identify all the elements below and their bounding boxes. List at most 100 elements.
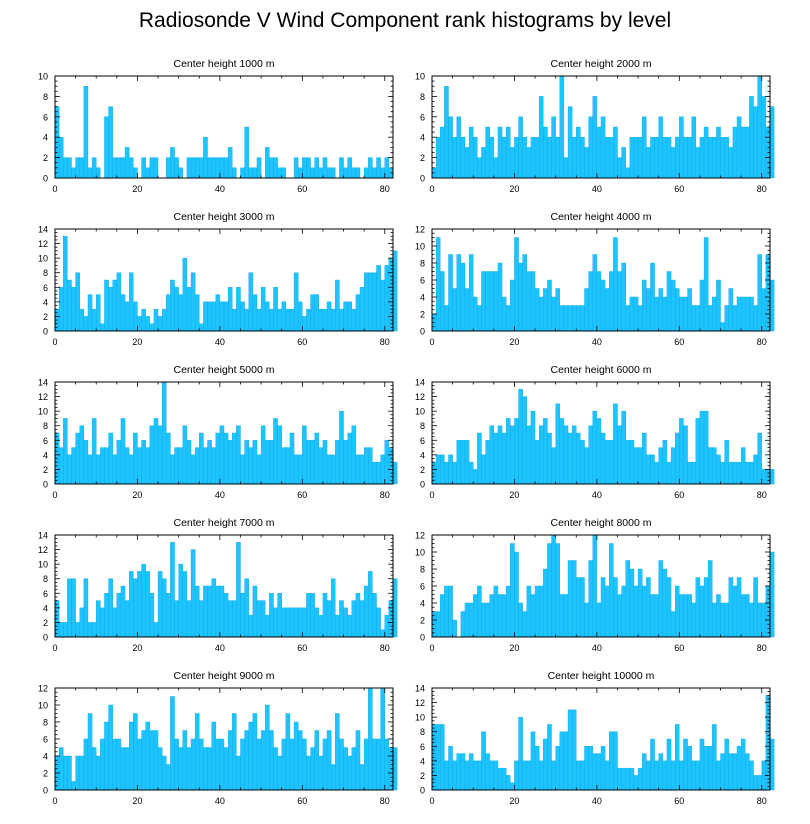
- bar: [124, 447, 130, 485]
- bar: [310, 440, 315, 485]
- bar: [207, 157, 212, 179]
- y-tick-label: 0: [420, 327, 425, 337]
- panel-3: Center height 3000 m 0 2 4 6 8 10 12 14 0 20 40 60 80: [38, 211, 398, 347]
- bar: [621, 767, 626, 791]
- bar: [269, 157, 274, 179]
- bar: [178, 747, 183, 791]
- bar: [625, 560, 631, 638]
- bar: [256, 308, 262, 332]
- bar: [252, 167, 258, 179]
- bar: [265, 147, 270, 179]
- bar: [489, 136, 495, 179]
- y-tick-label: 14: [38, 225, 48, 235]
- x-tick-label: 20: [509, 184, 519, 194]
- bar: [460, 440, 466, 485]
- bar: [633, 447, 639, 485]
- bar: [683, 594, 688, 638]
- bar: [724, 440, 729, 485]
- bar: [576, 577, 581, 638]
- bar: [712, 296, 717, 332]
- bar: [769, 279, 775, 332]
- x-tick-label: 80: [380, 643, 390, 653]
- bar: [120, 585, 126, 638]
- y-tick-label: 2: [43, 153, 48, 163]
- bar: [182, 571, 188, 638]
- bar: [67, 157, 72, 179]
- bar: [707, 746, 713, 791]
- bar: [551, 760, 556, 791]
- bar: [380, 167, 385, 179]
- bar: [745, 753, 750, 791]
- bar: [547, 432, 552, 485]
- bar: [518, 716, 523, 791]
- y-tick-label: 2: [420, 153, 425, 163]
- bar: [330, 578, 336, 638]
- y-tick-label: 14: [38, 531, 48, 541]
- bar: [297, 167, 303, 179]
- bar: [497, 425, 503, 485]
- bar: [695, 418, 701, 485]
- bar: [83, 578, 89, 638]
- y-tick-label: 2: [420, 771, 425, 781]
- bar: [707, 560, 713, 638]
- bar: [625, 167, 631, 179]
- bar: [104, 593, 109, 638]
- bar: [712, 447, 717, 485]
- bar: [621, 585, 626, 638]
- bar: [658, 116, 664, 179]
- bar: [477, 157, 482, 179]
- bar: [67, 454, 72, 485]
- bar: [662, 568, 668, 638]
- bar: [571, 560, 577, 638]
- bar: [514, 136, 519, 179]
- bar: [580, 136, 585, 179]
- bar: [493, 271, 499, 332]
- bar: [505, 418, 511, 485]
- bar: [277, 167, 282, 179]
- bar: [256, 738, 262, 791]
- bar: [100, 447, 105, 485]
- bar: [166, 593, 171, 638]
- bar: [96, 167, 101, 179]
- bar: [215, 585, 221, 638]
- bar: [567, 305, 573, 332]
- bar: [223, 747, 229, 791]
- bar: [534, 136, 540, 179]
- bar: [662, 296, 668, 332]
- y-tick-label: 12: [38, 684, 48, 694]
- bar: [493, 432, 499, 485]
- bar: [625, 440, 631, 485]
- bar: [468, 602, 474, 638]
- bar: [392, 747, 398, 791]
- x-tick-label: 20: [509, 337, 519, 347]
- bar: [219, 301, 225, 332]
- bar: [761, 469, 767, 485]
- bar: [580, 440, 585, 485]
- bar: [464, 760, 470, 791]
- bar: [186, 600, 192, 638]
- bar: [273, 418, 278, 485]
- bar: [91, 747, 97, 791]
- x-tick-label: 80: [757, 796, 767, 806]
- bar: [547, 136, 552, 179]
- bar: [596, 271, 602, 332]
- x-tick-label: 60: [297, 796, 307, 806]
- bar: [477, 760, 482, 791]
- bar: [679, 116, 684, 179]
- bar: [563, 594, 569, 638]
- bar: [538, 425, 544, 485]
- x-tick-label: 40: [592, 796, 602, 806]
- y-tick-label: 10: [415, 713, 425, 723]
- bar: [522, 396, 528, 485]
- x-tick-label: 60: [674, 337, 684, 347]
- bar: [265, 440, 270, 485]
- bar: [392, 578, 398, 638]
- bar: [440, 454, 445, 485]
- bar: [543, 568, 548, 638]
- bar: [302, 157, 307, 179]
- bar: [227, 440, 233, 485]
- bar: [211, 721, 216, 791]
- bar: [477, 585, 482, 638]
- bar: [318, 447, 324, 485]
- bar: [124, 600, 130, 638]
